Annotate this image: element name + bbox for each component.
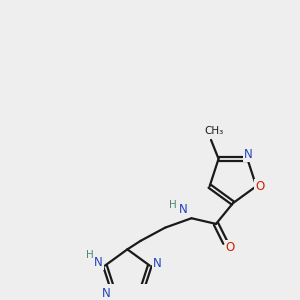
Text: CH₃: CH₃ bbox=[204, 125, 224, 136]
Text: N: N bbox=[94, 256, 103, 269]
Text: N: N bbox=[244, 148, 253, 160]
Text: H: H bbox=[169, 200, 176, 210]
Text: N: N bbox=[153, 257, 162, 270]
Text: N: N bbox=[178, 203, 188, 216]
Text: O: O bbox=[226, 241, 235, 254]
Text: O: O bbox=[255, 180, 265, 193]
Text: N: N bbox=[102, 287, 110, 300]
Text: H: H bbox=[86, 250, 94, 260]
